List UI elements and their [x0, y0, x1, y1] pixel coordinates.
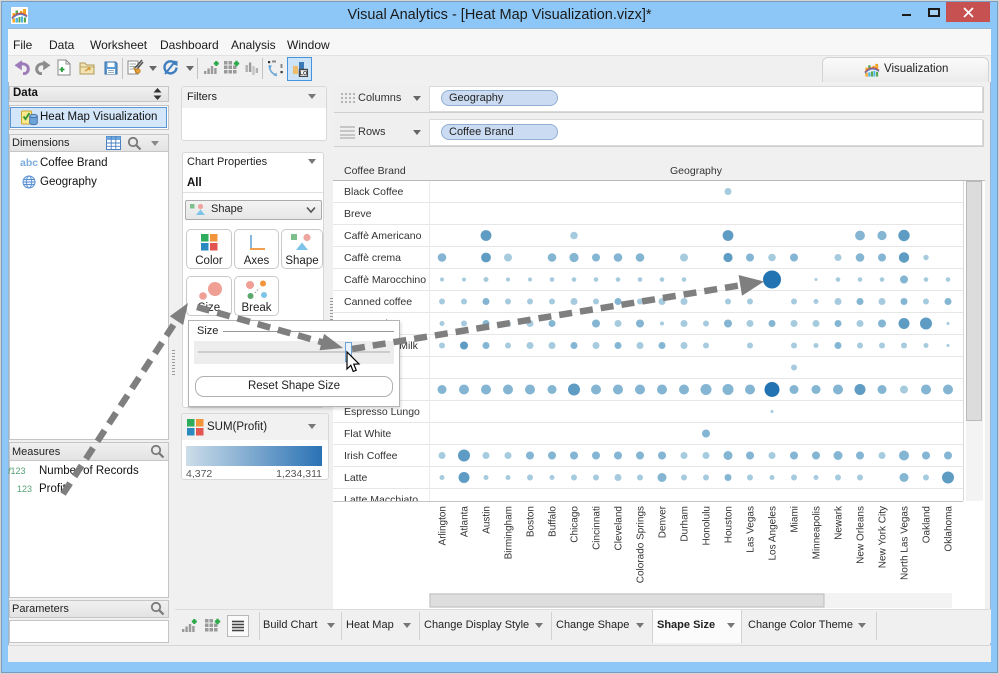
svg-text:Birmingham: Birmingham: [504, 506, 515, 559]
svg-text:Geography: Geography: [670, 165, 723, 177]
svg-text:Black Coffee: Black Coffee: [344, 186, 403, 198]
svg-text:Los Angeles: Los Angeles: [768, 506, 779, 561]
svg-text:Flat White: Flat White: [344, 428, 391, 440]
svg-text:Latte Macchiato: Latte Macchiato: [344, 494, 418, 506]
svg-text:New Orleans: New Orleans: [856, 506, 867, 564]
svg-text:Las Vegas: Las Vegas: [746, 506, 757, 553]
svg-text:Houston: Houston: [724, 506, 735, 543]
svg-text:Caffè Marocchino: Caffè Marocchino: [344, 274, 426, 286]
svg-text:Honolulu: Honolulu: [702, 506, 713, 545]
svg-text:Boston: Boston: [526, 506, 537, 537]
svg-text:Atlanta: Atlanta: [460, 506, 471, 538]
svg-text:Cleveland: Cleveland: [614, 506, 625, 550]
svg-text:Caffè crema: Caffè crema: [344, 252, 401, 264]
svg-text:Chicago: Chicago: [570, 506, 581, 543]
svg-text:Minneapolis: Minneapolis: [812, 506, 823, 559]
svg-text:Durham: Durham: [680, 506, 691, 542]
svg-text:Austin: Austin: [482, 506, 493, 534]
svg-text:New York City: New York City: [878, 506, 889, 568]
svg-text:Cincinnati: Cincinnati: [592, 506, 603, 550]
svg-text:Latte: Latte: [344, 472, 368, 484]
svg-text:North Las Vegas: North Las Vegas: [900, 506, 911, 580]
svg-text:Miami: Miami: [790, 506, 801, 533]
svg-text:Coffee Brand: Coffee Brand: [344, 165, 406, 177]
svg-text:Buffalo: Buffalo: [548, 506, 559, 537]
svg-text:Colorado Springs: Colorado Springs: [636, 506, 647, 583]
svg-text:Espresso Lungo: Espresso Lungo: [344, 406, 420, 418]
svg-text:Oakland: Oakland: [922, 506, 933, 543]
svg-text:Irish Coffee: Irish Coffee: [344, 450, 398, 462]
svg-text:Oklahoma: Oklahoma: [944, 506, 955, 552]
svg-text:Breve: Breve: [344, 208, 372, 220]
svg-text:Arlington: Arlington: [438, 506, 449, 545]
svg-text:Caffè Americano: Caffè Americano: [344, 230, 422, 242]
svg-text:Denver: Denver: [658, 505, 669, 538]
svg-text:Canned coffee: Canned coffee: [344, 296, 412, 308]
svg-text:Newark: Newark: [834, 505, 845, 540]
svg-text:LO: LO: [300, 71, 308, 77]
